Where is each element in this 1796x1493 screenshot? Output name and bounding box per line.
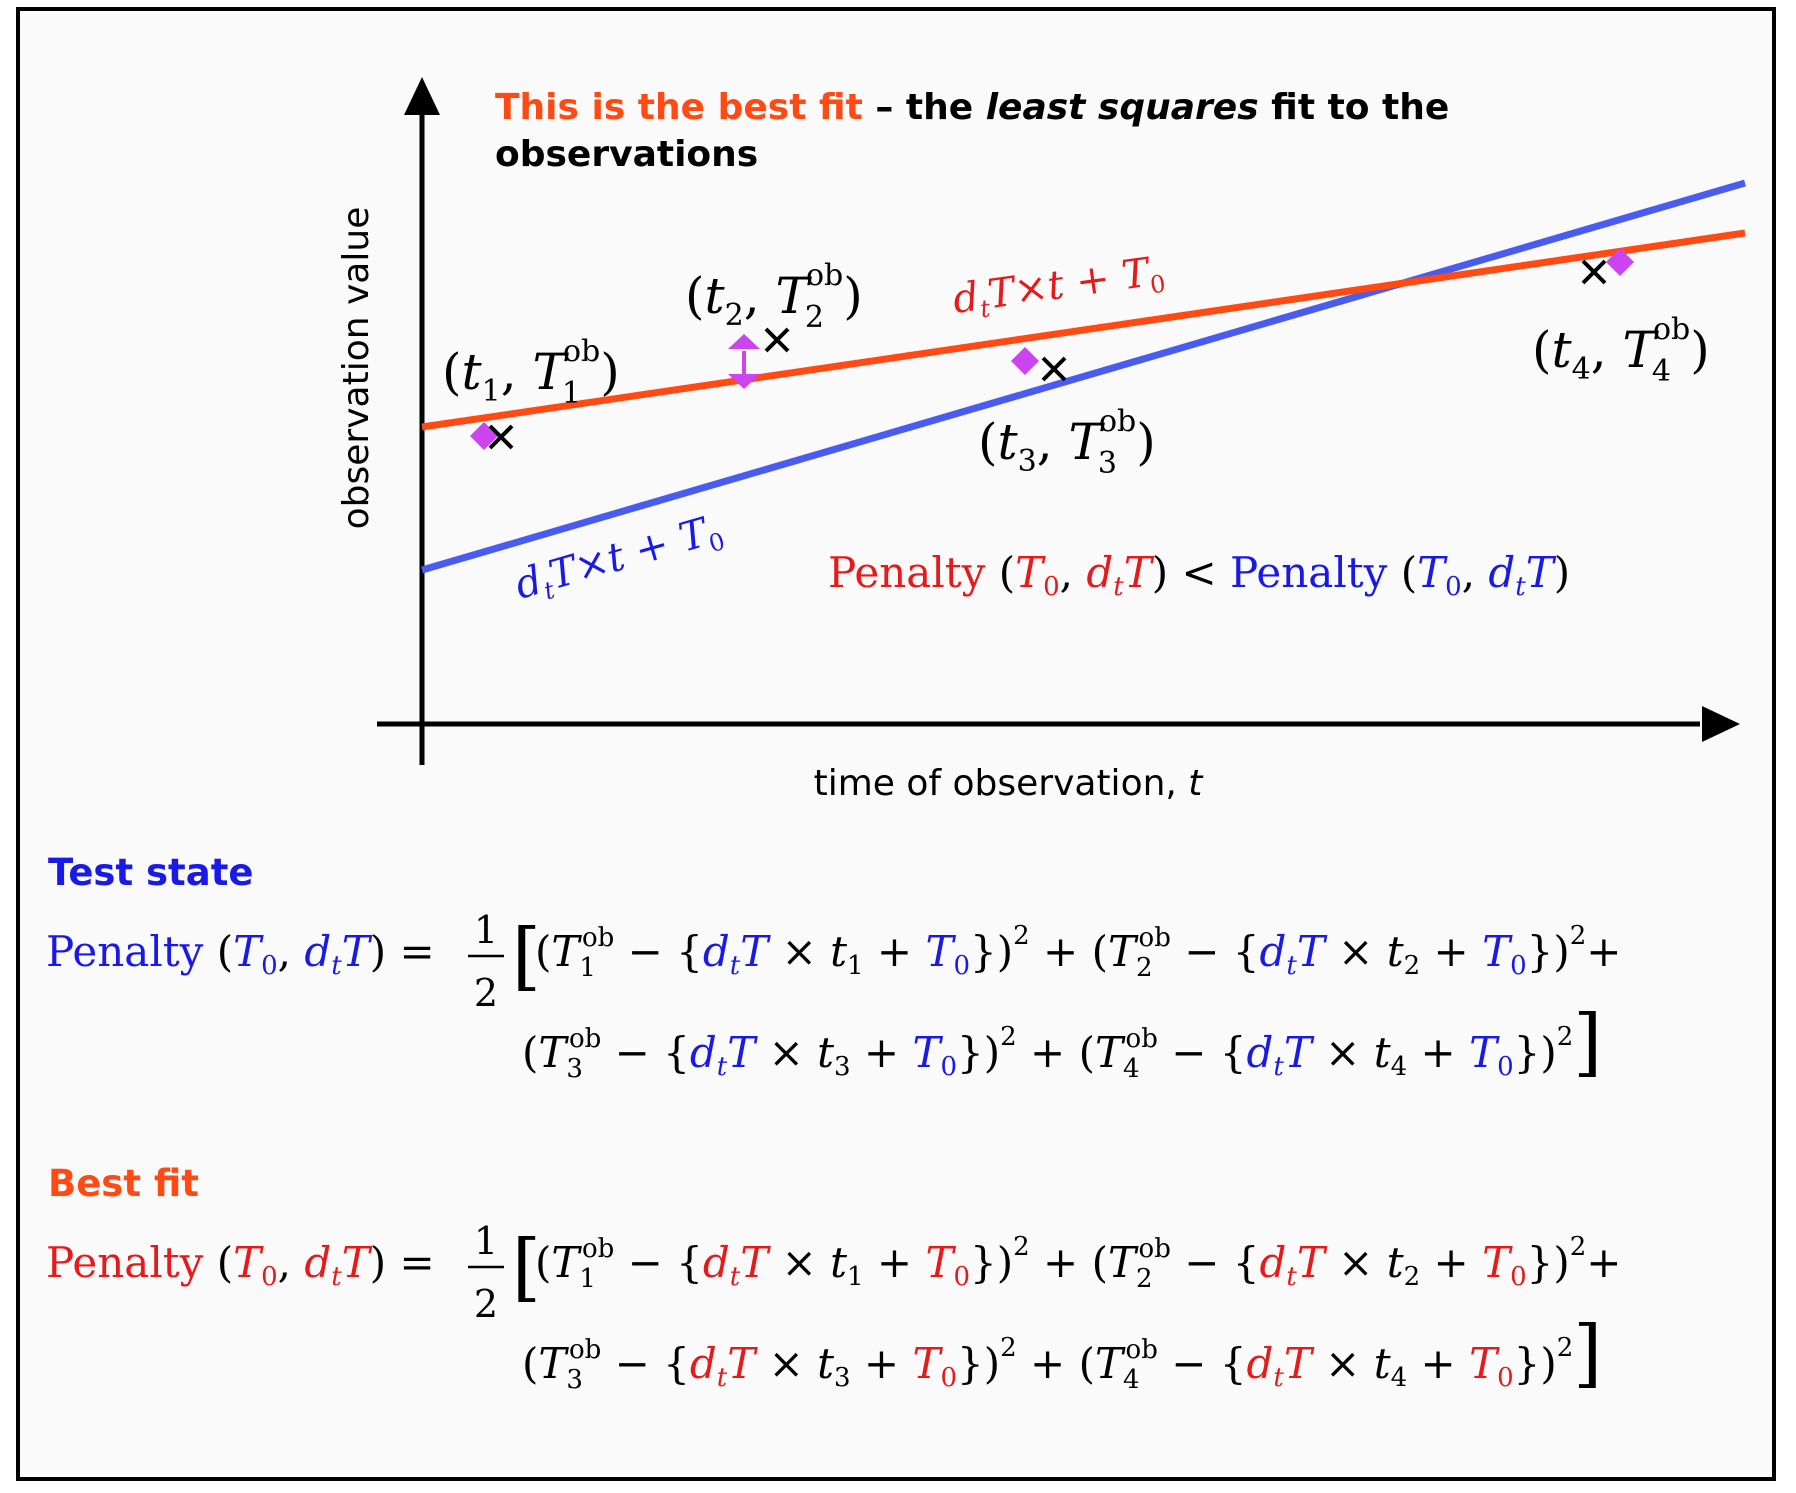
projection-marker-2 — [728, 334, 760, 389]
header-line-1: This is the best fit – the least squares… — [495, 87, 1449, 128]
y-axis-label: observation value — [336, 207, 377, 530]
observation-point-4 — [1581, 259, 1607, 285]
svg-text:1: 1 — [474, 1219, 498, 1263]
figure-panel: observation value time of observation, t… — [16, 7, 1776, 1481]
svg-text:[: [ — [512, 913, 541, 999]
svg-text:(t2, T2ob): (t2, T2ob) — [685, 258, 863, 335]
x-axis-label: time of observation, t — [814, 763, 1205, 804]
test-state-equation: Penalty (T0, dtT) = 1 2 [ (T1ob − {dtT ×… — [46, 908, 1622, 1085]
projection-marker-3 — [1011, 347, 1039, 375]
header-line-2: observations — [495, 134, 758, 175]
svg-text:(t3, T3ob): (t3, T3ob) — [978, 404, 1156, 481]
observation-point-2 — [764, 327, 790, 353]
least-squares-diagram: observation value time of observation, t… — [46, 77, 1746, 1396]
svg-text:1: 1 — [474, 908, 498, 952]
x-axis-arrowhead — [1702, 706, 1740, 742]
svg-text:2: 2 — [474, 971, 498, 1015]
svg-text:(T1ob − {dtT × t1 + T0})2 + (T: (T1ob − {dtT × t1 + T0})2 + (T2ob − {dtT… — [535, 921, 1622, 983]
svg-text:(T1ob − {dtT × t1 + T0})2 + (T: (T1ob − {dtT × t1 + T0})2 + (T2ob − {dtT… — [535, 1232, 1622, 1294]
test-state-line — [421, 179, 1746, 574]
point-label-4: (t4, T4ob) — [1532, 312, 1710, 389]
penalty-comparison: Penalty (T0, dtT) < Penalty (T0, dtT) — [828, 548, 1570, 602]
best-fit-equation: Penalty (T0, dtT) = 1 2 [ (T1ob − {dtT ×… — [46, 1219, 1622, 1396]
test-state-line-label: dtT×t + T0 — [510, 506, 728, 613]
svg-text:(t4, T4ob): (t4, T4ob) — [1532, 312, 1710, 389]
y-axis-arrowhead — [404, 77, 440, 115]
svg-text:[: [ — [512, 1224, 541, 1310]
svg-text:(T3ob − {dtT × t3 + T0})2 + (T: (T3ob − {dtT × t3 + T0})2 + (T4ob − {dtT… — [522, 999, 1602, 1085]
svg-text:Penalty (T0, dtT) =: Penalty (T0, dtT) = — [46, 927, 435, 981]
observation-point-3 — [1041, 356, 1067, 382]
svg-text:(T3ob − {dtT × t3 + T0})2 + (T: (T3ob − {dtT × t3 + T0})2 + (T4ob − {dtT… — [522, 1310, 1602, 1396]
point-label-3: (t3, T3ob) — [978, 404, 1156, 481]
point-label-2: (t2, T2ob) — [685, 258, 863, 335]
projection-marker-4 — [1606, 248, 1634, 276]
best-fit-line-label: dtT×t + T0 — [950, 248, 1167, 327]
best-fit-title: Best fit — [48, 1162, 199, 1205]
svg-text:Penalty (T0, dtT) =: Penalty (T0, dtT) = — [46, 1238, 435, 1292]
svg-text:2: 2 — [474, 1282, 498, 1326]
test-state-title: Test state — [48, 851, 254, 894]
observation-point-1 — [488, 424, 514, 450]
best-fit-line — [421, 229, 1746, 431]
